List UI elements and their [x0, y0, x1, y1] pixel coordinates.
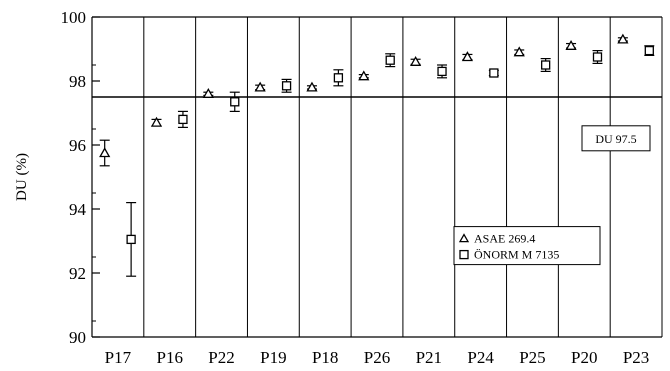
data-point-asae	[565, 39, 577, 50]
reference-label-box	[581, 125, 651, 152]
y-tick-label: 92	[69, 264, 86, 283]
legend-entry-onorm: ÖNORM M 7135	[474, 248, 559, 262]
legend-box	[453, 226, 601, 266]
data-point-asae	[254, 81, 266, 92]
x-tick-label: P16	[156, 348, 182, 367]
data-point-asae	[461, 51, 474, 62]
data-point-onorm	[489, 68, 499, 78]
legend-square-marker	[459, 249, 469, 260]
data-point-onorm	[644, 45, 654, 56]
x-tick-label: P24	[467, 348, 494, 367]
data-point-onorm	[437, 66, 447, 77]
data-point-onorm	[592, 52, 603, 62]
data-point-onorm	[178, 114, 188, 125]
x-tick-label: P20	[571, 348, 597, 367]
x-tick-label: P19	[260, 348, 286, 367]
legend-triangle-marker	[458, 233, 470, 243]
axes	[91, 16, 662, 338]
data-point-onorm	[333, 73, 344, 83]
data-point-asae	[358, 70, 370, 81]
x-tick-label: P25	[519, 348, 545, 367]
data-point-onorm	[541, 60, 551, 70]
x-tick-label: P17	[105, 348, 132, 367]
data-point-onorm	[126, 234, 136, 245]
group-separators	[143, 17, 663, 337]
reference-line-group: DU 97.5	[92, 96, 662, 152]
x-tick-label: P22	[208, 348, 234, 367]
x-tick-label: P23	[623, 348, 649, 367]
y-tick-label: 90	[69, 328, 86, 347]
legend: ASAE 269.4 ÖNORM M 7135	[453, 226, 601, 266]
data-point-onorm	[230, 97, 240, 107]
y-tick-label: 100	[61, 8, 87, 27]
reference-label: DU 97.5	[595, 132, 636, 146]
data-point-onorm	[281, 81, 292, 91]
data-point-asae	[202, 87, 214, 98]
data-points	[99, 33, 655, 277]
y-tick-label: 98	[69, 72, 86, 91]
x-ticks: P17 P16 P22 P19 P18 P26 P21 P24 P25 P20 P23	[105, 348, 650, 367]
data-point-onorm	[385, 55, 395, 65]
x-tick-label: P21	[416, 348, 442, 367]
data-point-asae	[409, 55, 422, 66]
data-point-asae	[99, 147, 111, 158]
y-ticks: 90 92 94 96 98 100	[61, 8, 100, 347]
data-point-asae	[150, 116, 163, 127]
y-tick-label: 96	[69, 136, 86, 155]
data-point-asae	[306, 81, 318, 92]
data-point-asae	[617, 33, 629, 44]
x-tick-label: P18	[312, 348, 338, 367]
y-axis-label: DU (%)	[14, 153, 30, 201]
legend-entry-asae: ASAE 269.4	[474, 232, 535, 246]
x-tick-label: P26	[364, 348, 390, 367]
data-point-asae	[513, 46, 525, 57]
y-tick-label: 94	[69, 200, 87, 219]
